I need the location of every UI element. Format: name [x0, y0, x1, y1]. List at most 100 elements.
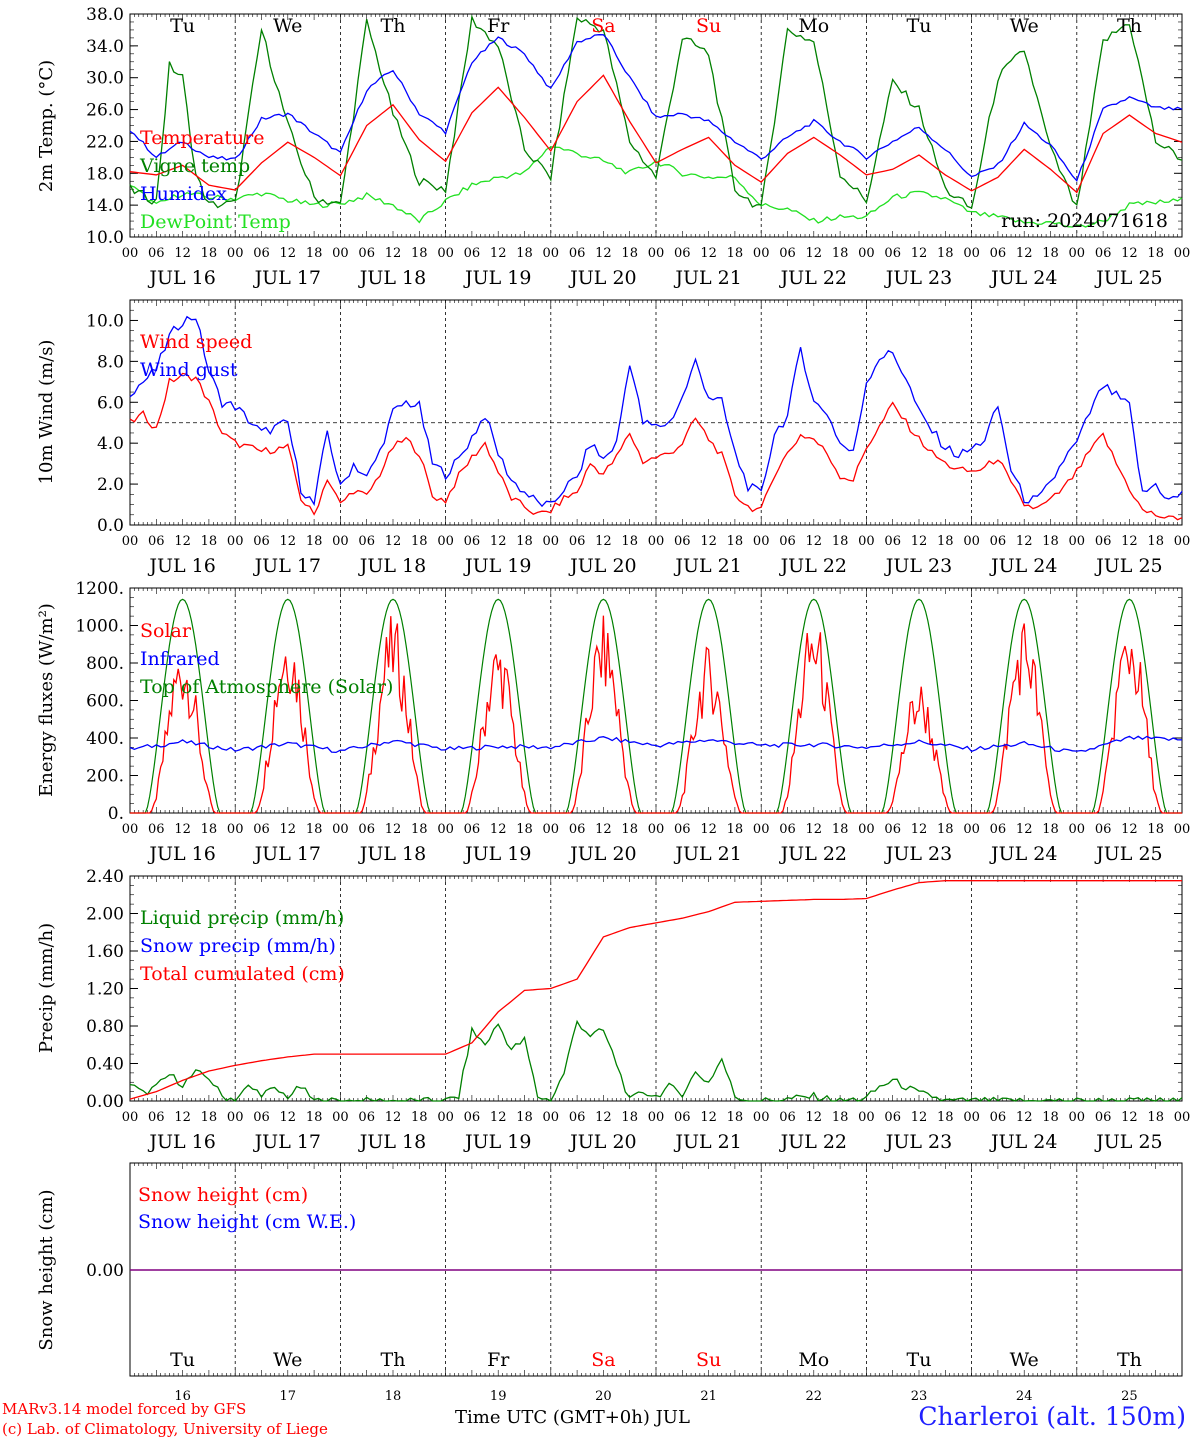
- x-date-label: JUL 25: [1094, 1131, 1162, 1153]
- x-date-label: JUL 25: [1094, 843, 1162, 865]
- x-hour-label: 12: [911, 1110, 928, 1125]
- x-hour-label: 00: [858, 1110, 875, 1125]
- x-hour-label: 00: [227, 246, 244, 261]
- series-humidex: [129, 34, 1183, 182]
- x-hour-label: 12: [385, 534, 402, 549]
- legend-vigne-temp: Vigne temp: [139, 155, 250, 177]
- y-tick-label: 0.80: [86, 1017, 124, 1037]
- weekday-label: Fr: [487, 1349, 510, 1371]
- x-hour-label: 12: [174, 1110, 191, 1125]
- x-hour-label: 00: [543, 534, 560, 549]
- y-tick-label: 0.00: [86, 1092, 124, 1112]
- x-hour-label: 00: [543, 1110, 560, 1125]
- x-hour-label: 00: [122, 822, 139, 837]
- plot-frame: [129, 299, 1183, 526]
- x-hour-label: 18: [1042, 246, 1059, 261]
- x-date-label: JUL 20: [568, 1131, 636, 1153]
- legend-solar: Solar: [140, 620, 192, 642]
- x-date-label: JUL 17: [253, 555, 321, 577]
- x-date-label: JUL 21: [673, 555, 741, 577]
- x-hour-label: 06: [674, 246, 691, 261]
- y-tick-label: 10.0: [86, 228, 124, 248]
- x-hour-label: 06: [358, 822, 375, 837]
- x-hour-label: 12: [700, 534, 717, 549]
- x-hour-label: 18: [411, 534, 428, 549]
- x-hour-label: 00: [648, 534, 665, 549]
- y-tick-label: 4.0: [97, 434, 124, 454]
- x-hour-label: 18: [516, 246, 533, 261]
- x-date-label: JUL 23: [884, 1131, 952, 1153]
- x-hour-label: 18: [411, 246, 428, 261]
- weekday-label: Mo: [798, 1349, 829, 1371]
- x-date-label: JUL 17: [253, 843, 321, 865]
- x-hour-label: 06: [779, 534, 796, 549]
- x-date-label: JUL 16: [147, 843, 215, 865]
- x-hour-label: 06: [358, 246, 375, 261]
- y-tick-label: 1000.: [75, 617, 124, 637]
- x-date-label: JUL 20: [568, 555, 636, 577]
- series-solar: [130, 615, 1182, 814]
- y-axis-label: Precip (mm/h): [36, 923, 57, 1053]
- x-date-label: JUL 24: [989, 843, 1057, 865]
- x-hour-label: 12: [595, 534, 612, 549]
- weekday-label: Th: [381, 1349, 406, 1371]
- weekday-label: Fr: [487, 15, 510, 37]
- x-hour-label: 06: [148, 1110, 165, 1125]
- x-date-label: JUL 23: [884, 267, 952, 289]
- x-hour-label: 12: [280, 534, 297, 549]
- x-hour-label: 06: [253, 822, 270, 837]
- x-hour-label: 00: [648, 822, 665, 837]
- x-date-label: JUL 17: [253, 267, 321, 289]
- legend-snow-precip-mm-h-: Snow precip (mm/h): [140, 935, 336, 957]
- x-hour-label: 12: [1016, 246, 1033, 261]
- series-liquid-precip: [129, 1019, 1183, 1102]
- series-temperature: [129, 74, 1183, 194]
- x-hour-label: 00: [753, 1110, 770, 1125]
- x-hour-label: 00: [332, 246, 349, 261]
- x-hour-label: 06: [358, 1110, 375, 1125]
- x-hour-label: 12: [700, 1110, 717, 1125]
- y-tick-label: 30.0: [86, 69, 124, 89]
- weekday-label: Mo: [798, 15, 829, 37]
- y-tick-label: 0.00: [86, 1261, 124, 1281]
- x-hour-label: 18: [937, 822, 954, 837]
- x-hour-label: 12: [595, 1110, 612, 1125]
- x-hour-label: 06: [569, 534, 586, 549]
- legend-temperature: Temperature: [140, 127, 264, 149]
- x-hour-label: 12: [490, 822, 507, 837]
- x-hour-label: 06: [990, 1110, 1007, 1125]
- x-hour-label: 12: [490, 246, 507, 261]
- x-hour-label: 00: [1069, 822, 1086, 837]
- x-hour-label: 12: [1121, 1110, 1138, 1125]
- weekday-label: We: [1010, 1349, 1039, 1371]
- legend-snow-height-cm-w-e-: Snow height (cm W.E.): [138, 1211, 356, 1233]
- x-hour-label: 00: [332, 534, 349, 549]
- series-total-cumulated: [129, 880, 1182, 1100]
- x-date-label: JUL 19: [463, 267, 531, 289]
- series-wind-speed: [129, 372, 1183, 521]
- day-number-label: 22: [806, 1389, 823, 1404]
- x-hour-label: 00: [437, 822, 454, 837]
- panel-3: 0. 200. 400. 600. 800. 1000. 1200. Energy fluxe…: [36, 579, 1190, 865]
- x-hour-label: 12: [1016, 534, 1033, 549]
- x-hour-label: 06: [148, 534, 165, 549]
- x-hour-label: 06: [1095, 822, 1112, 837]
- day-number-label: 16: [174, 1389, 191, 1404]
- x-date-label: JUL 24: [989, 1131, 1057, 1153]
- y-tick-label: 0.: [108, 804, 124, 824]
- x-hour-label: 18: [727, 1110, 744, 1125]
- time-axis-title: Time UTC (GMT+0h) JUL: [455, 1407, 690, 1428]
- day-number-label: 25: [1121, 1389, 1138, 1404]
- weekday-label: Su: [696, 15, 721, 37]
- x-date-label: JUL 21: [673, 843, 741, 865]
- x-hour-label: 12: [806, 822, 823, 837]
- x-date-label: JUL 18: [358, 1131, 426, 1153]
- y-tick-label: 26.0: [86, 101, 124, 121]
- y-tick-label: 10.0: [86, 311, 124, 331]
- x-hour-label: 00: [648, 1110, 665, 1125]
- x-hour-label: 12: [1121, 822, 1138, 837]
- x-hour-label: 18: [727, 822, 744, 837]
- x-hour-label: 18: [832, 1110, 849, 1125]
- x-hour-label: 06: [1095, 1110, 1112, 1125]
- x-hour-label: 18: [411, 822, 428, 837]
